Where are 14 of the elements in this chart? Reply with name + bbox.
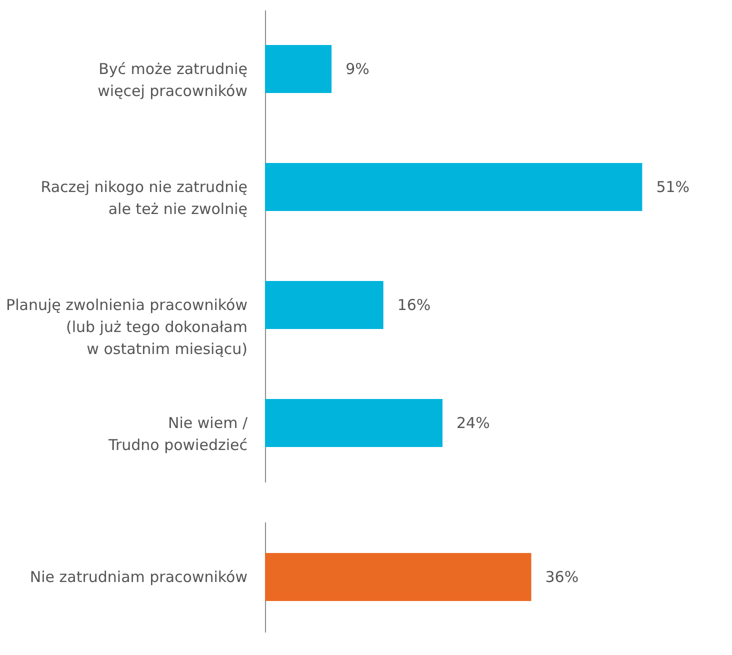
bar [265,281,384,329]
y-tick-label: Nie zatrudniam pracowników [30,568,248,586]
bar [265,399,443,447]
y-tick-label: Nie wiem / Trudno powiedzieć [107,414,248,454]
y-tick-label: Planuję zwolnienia pracowników (lub już tego dokonałam w ostatnim miesiącu) [6,296,248,358]
data-label: 9% [346,60,370,78]
data-label: 51% [656,178,690,196]
data-label: 16% [397,296,431,314]
data-label: 36% [545,568,579,586]
bar [265,45,332,93]
y-tick-label: Być może zatrudnię więcej pracowników [98,60,248,100]
data-label: 24% [456,414,490,432]
y-tick-label: Raczej nikogo nie zatrudnię ale też nie zwolnię [40,178,248,218]
bar [265,163,642,211]
